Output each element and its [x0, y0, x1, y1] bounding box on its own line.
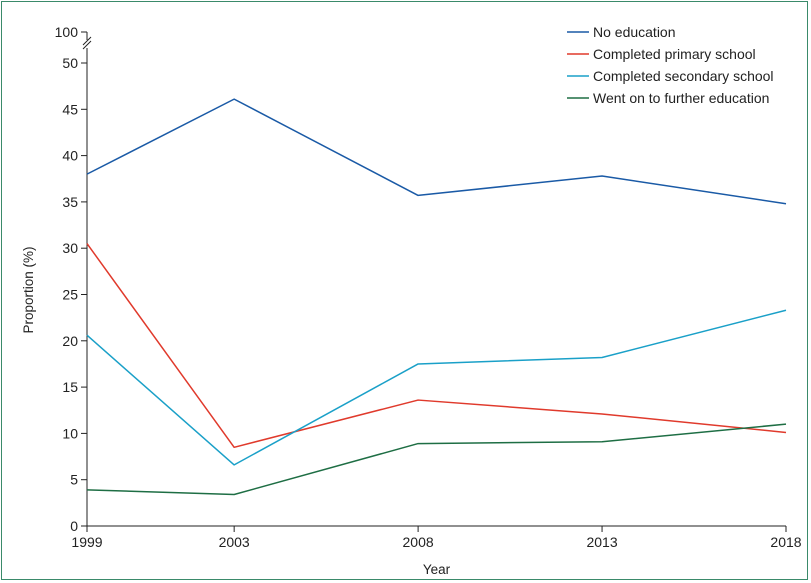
legend-label: Completed secondary school — [593, 68, 774, 84]
axis-break-mark — [82, 36, 92, 46]
series-line-no-education — [86, 98, 787, 205]
y-tick-label: 5 — [70, 472, 78, 488]
legend-label: Went on to further education — [593, 90, 769, 106]
y-tick-label: 25 — [62, 287, 78, 303]
y-tick-label: 20 — [62, 333, 78, 349]
y-tick-label: 35 — [62, 194, 78, 210]
y-tick-label: 10 — [62, 425, 78, 441]
series-line-completed-primary-school — [86, 243, 787, 449]
y-axis-label: Proportion (%) — [21, 246, 36, 333]
x-axis-label: Year — [423, 562, 451, 577]
axes: 100 0 5 10 15 20 25 30 35 40 45 50 1999 2003 2008 2013 2… — [55, 24, 802, 550]
y-tick-label: 0 — [70, 518, 78, 534]
axis-break-mark — [82, 40, 92, 50]
x-tick-label: 2013 — [586, 534, 617, 550]
x-tick-label: 1999 — [71, 534, 102, 550]
y-tick-label: 40 — [62, 148, 78, 164]
y-tick-label: 45 — [62, 101, 78, 117]
x-tick-label: 2008 — [403, 534, 434, 550]
series-line-went-on-to-further-education — [86, 423, 787, 496]
y-tick-label: 15 — [62, 379, 78, 395]
x-tick-label: 2003 — [219, 534, 250, 550]
x-tick-label: 2018 — [770, 534, 801, 550]
series-line-completed-secondary-school — [86, 309, 787, 466]
y-tick-label: 30 — [62, 240, 78, 256]
legend: No education Completed primary school Comp… — [567, 24, 774, 106]
series-lines — [86, 98, 787, 496]
legend-label: No education — [593, 24, 676, 40]
y-tick-label: 100 — [55, 24, 79, 40]
y-tick-label: 50 — [62, 55, 78, 71]
legend-label: Completed primary school — [593, 46, 756, 62]
